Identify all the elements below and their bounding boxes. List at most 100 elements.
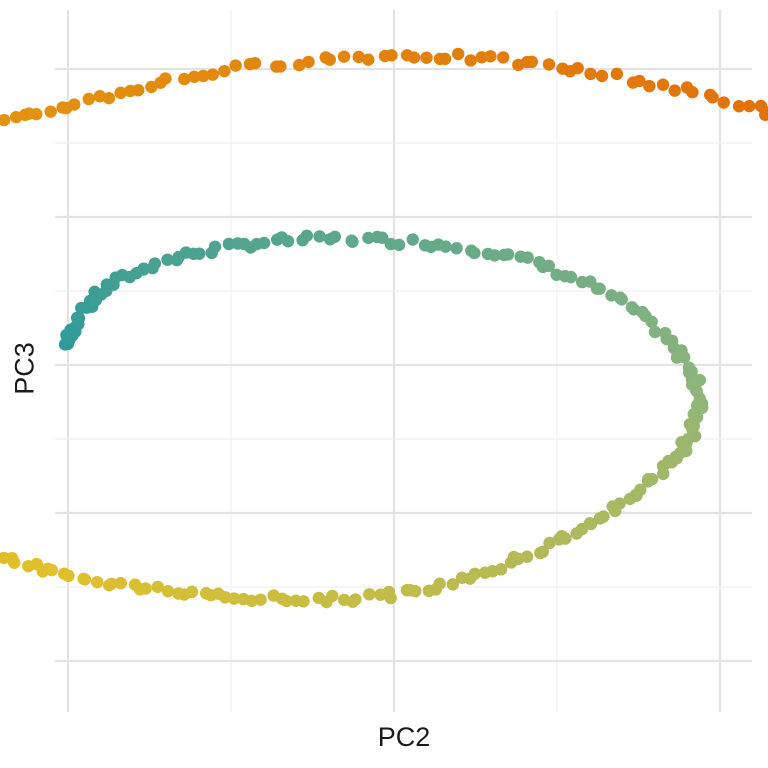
- data-point: [743, 99, 756, 113]
- data-point: [422, 584, 436, 598]
- data-point: [521, 251, 534, 264]
- data-point: [188, 70, 201, 83]
- data-point: [313, 230, 326, 243]
- data-point: [504, 556, 518, 569]
- data-point: [542, 259, 556, 273]
- data-point: [488, 249, 501, 262]
- data-point: [82, 92, 95, 106]
- data-point: [70, 311, 84, 325]
- data-point: [542, 58, 556, 71]
- data-point: [68, 98, 81, 111]
- data-point: [678, 351, 691, 364]
- data-point: [609, 504, 622, 518]
- data-point: [77, 572, 90, 585]
- data-point: [362, 53, 375, 66]
- data-point: [584, 67, 597, 81]
- data-point: [656, 78, 670, 91]
- data-point: [564, 270, 578, 284]
- data-point: [593, 282, 606, 295]
- data-point: [455, 571, 469, 584]
- data-point: [102, 91, 116, 105]
- data-point: [420, 51, 433, 64]
- data-point: [228, 592, 241, 605]
- data-point: [686, 86, 699, 99]
- data-point: [222, 237, 236, 251]
- data-point: [464, 54, 477, 67]
- data-point: [438, 52, 452, 66]
- data-point: [161, 585, 175, 598]
- data-point: [406, 233, 419, 246]
- data-point: [281, 235, 295, 248]
- data-point: [648, 325, 662, 339]
- data-point: [161, 253, 174, 266]
- data-point: [439, 240, 452, 253]
- data-point: [58, 567, 71, 580]
- data-point: [178, 72, 191, 86]
- data-point: [114, 86, 127, 100]
- data-point: [484, 50, 497, 63]
- data-point: [289, 594, 303, 607]
- data-point: [237, 592, 250, 606]
- data-point: [248, 57, 262, 70]
- y-axis-title: PC3: [9, 342, 40, 395]
- data-point: [300, 229, 314, 242]
- data-point: [302, 55, 315, 69]
- data-point: [645, 315, 658, 328]
- data-point: [114, 576, 128, 590]
- data-point: [91, 575, 104, 589]
- data-point: [695, 401, 709, 414]
- data-point: [717, 96, 730, 109]
- data-point: [338, 593, 351, 607]
- data-point: [706, 91, 719, 104]
- data-point: [400, 584, 414, 597]
- data-point: [148, 257, 162, 270]
- data-point: [44, 105, 57, 118]
- data-point: [346, 235, 359, 248]
- data-point: [732, 99, 746, 113]
- data-point: [643, 79, 656, 93]
- data-point: [657, 467, 670, 481]
- data-point: [552, 533, 566, 546]
- data-point: [593, 512, 607, 525]
- data-point: [0, 113, 11, 127]
- x-axis-title: PC2: [377, 722, 431, 752]
- data-point: [376, 231, 389, 244]
- data-point: [446, 578, 459, 591]
- data-point: [22, 559, 35, 573]
- data-point: [145, 80, 158, 94]
- data-point: [257, 236, 271, 250]
- data-point: [103, 579, 116, 592]
- data-point: [132, 83, 145, 97]
- data-point: [501, 248, 515, 261]
- data-point: [615, 293, 628, 306]
- data-point: [610, 67, 624, 81]
- data-point: [623, 492, 637, 506]
- data-point: [128, 578, 142, 591]
- data-point: [0, 551, 11, 565]
- data-point: [765, 106, 768, 117]
- data-point: [595, 69, 609, 83]
- data-point: [197, 69, 210, 83]
- data-point: [543, 536, 556, 550]
- data-point: [151, 580, 164, 594]
- data-point: [352, 50, 365, 64]
- data-point: [407, 51, 421, 64]
- data-point: [75, 301, 88, 315]
- data-point: [267, 589, 280, 602]
- data-point: [534, 546, 547, 560]
- data-point: [570, 527, 583, 540]
- data-point: [193, 247, 206, 260]
- data-point: [208, 240, 222, 253]
- data-point: [641, 475, 655, 488]
- data-point: [374, 588, 387, 601]
- data-point: [206, 68, 219, 81]
- data-point: [468, 246, 481, 260]
- data-point: [478, 566, 492, 579]
- data-point: [274, 60, 287, 73]
- data-point: [218, 64, 231, 78]
- data-point: [571, 61, 584, 75]
- data-point: [337, 50, 351, 63]
- data-point: [633, 74, 646, 88]
- data-point: [450, 242, 463, 255]
